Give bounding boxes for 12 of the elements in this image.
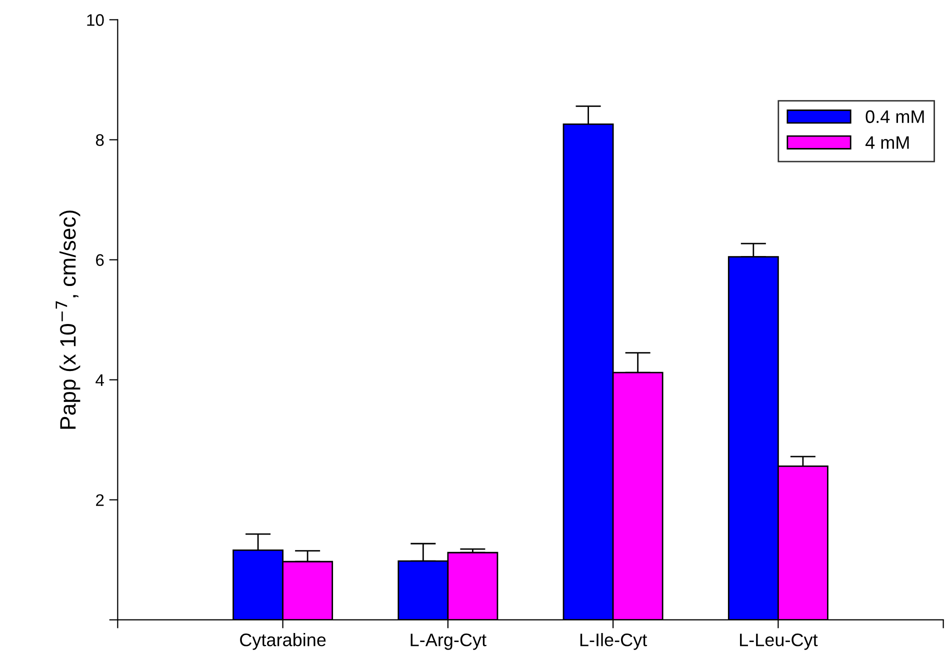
y-tick-label: 8 bbox=[96, 134, 104, 146]
y-tick-label: 10 bbox=[87, 14, 104, 26]
y-tick-label: 6 bbox=[96, 254, 104, 266]
legend-label: 4 mM bbox=[865, 136, 909, 149]
x-tick-label: L-Arg-Cyt bbox=[410, 634, 486, 650]
legend-label: 0.4 mM bbox=[866, 110, 924, 124]
y-axis-title: Papp (x 10$^{−7}$, cm/sec) bbox=[56, 210, 80, 429]
x-tick-label: Cytarabine bbox=[240, 633, 326, 650]
y-tick-label: 2 bbox=[96, 494, 104, 506]
x-tick-label: L-Ile-Cyt bbox=[580, 633, 648, 650]
x-tick-label: L-Leu-Cyt bbox=[740, 634, 818, 650]
y-tick-label: 4 bbox=[96, 374, 104, 386]
